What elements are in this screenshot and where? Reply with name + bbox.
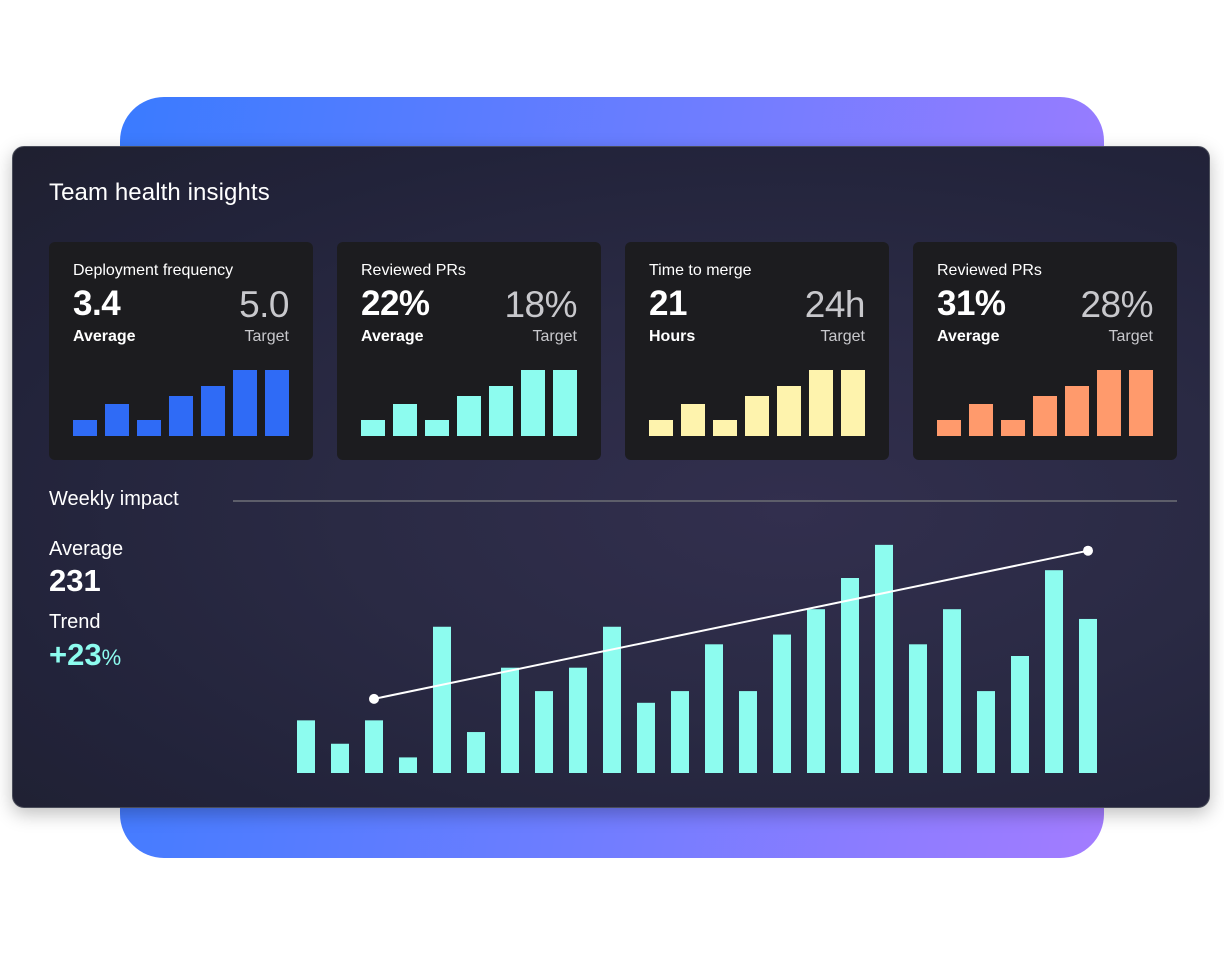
mini-bar bbox=[265, 370, 289, 436]
impact-bar bbox=[569, 667, 587, 773]
card-unit: Average bbox=[73, 328, 136, 345]
card-target-value: 18% bbox=[504, 284, 577, 325]
mini-bar-chart bbox=[649, 360, 865, 436]
trend-endpoint bbox=[1083, 545, 1093, 556]
mini-bar bbox=[937, 420, 961, 436]
impact-bar bbox=[671, 691, 689, 773]
card-unit: Hours bbox=[649, 328, 696, 345]
card-target-value: 28% bbox=[1080, 284, 1153, 325]
card-target-label: Target bbox=[532, 328, 577, 345]
mini-bar bbox=[777, 386, 801, 436]
trend-value: +23% bbox=[49, 637, 121, 673]
impact-bar bbox=[773, 634, 791, 773]
card-target-label: Target bbox=[820, 328, 865, 345]
trend-unit: % bbox=[101, 645, 122, 670]
mini-bar bbox=[137, 420, 161, 436]
impact-bar bbox=[841, 578, 859, 773]
card-target-label: Target bbox=[1108, 328, 1153, 345]
mini-bar bbox=[169, 396, 193, 436]
mini-bar bbox=[969, 404, 993, 436]
mini-bar bbox=[1129, 370, 1153, 436]
card-target-label: Target bbox=[244, 328, 289, 345]
impact-bar bbox=[807, 609, 825, 773]
mini-bar bbox=[73, 420, 97, 436]
impact-bar bbox=[467, 732, 485, 773]
mini-bar bbox=[745, 396, 769, 436]
mini-bar bbox=[713, 420, 737, 436]
impact-bar bbox=[603, 626, 621, 773]
card-unit: Average bbox=[937, 328, 1000, 345]
metric-card-deployment-frequency[interactable]: Deployment frequency 3.4 Average 5.0 Tar… bbox=[49, 242, 313, 460]
card-label: Deployment frequency bbox=[73, 262, 234, 279]
impact-bar bbox=[331, 743, 349, 773]
mini-bar bbox=[649, 420, 673, 436]
mini-bar bbox=[489, 386, 513, 436]
mini-bar bbox=[1097, 370, 1121, 436]
mini-bar bbox=[1001, 420, 1025, 436]
average-label: Average bbox=[49, 538, 124, 560]
impact-bar bbox=[1045, 570, 1063, 773]
impact-bar bbox=[977, 691, 995, 773]
panel-title: Team health insights bbox=[49, 179, 270, 206]
card-value: 22% bbox=[361, 284, 430, 323]
impact-bar bbox=[943, 609, 961, 773]
trend-label: Trend bbox=[49, 611, 101, 633]
card-unit: Average bbox=[361, 328, 424, 345]
mini-bar bbox=[457, 396, 481, 436]
impact-bar bbox=[501, 667, 519, 773]
card-value: 21 bbox=[649, 284, 687, 323]
mini-bar bbox=[233, 370, 257, 436]
mini-bar bbox=[809, 370, 833, 436]
weekly-impact-title: Weekly impact bbox=[49, 488, 179, 510]
divider bbox=[233, 500, 1177, 502]
impact-bar bbox=[1079, 618, 1097, 773]
trend-number: +23 bbox=[49, 637, 102, 672]
card-label: Reviewed PRs bbox=[937, 262, 1042, 279]
mini-bar bbox=[201, 386, 225, 436]
mini-bar bbox=[553, 370, 577, 436]
card-value: 31% bbox=[937, 284, 1006, 323]
impact-bar bbox=[909, 644, 927, 773]
impact-bar bbox=[535, 691, 553, 773]
trend-line bbox=[373, 549, 1089, 700]
metric-card-reviewed-prs-2[interactable]: Reviewed PRs 31% Average 28% Target bbox=[913, 242, 1177, 460]
metric-card-reviewed-prs[interactable]: Reviewed PRs 22% Average 18% Target bbox=[337, 242, 601, 460]
mini-bar-chart bbox=[937, 360, 1153, 436]
card-label: Reviewed PRs bbox=[361, 262, 466, 279]
mini-bar bbox=[841, 370, 865, 436]
mini-bar bbox=[1065, 386, 1089, 436]
card-target-value: 24h bbox=[804, 284, 866, 325]
card-value: 3.4 bbox=[73, 284, 121, 323]
trend-endpoint bbox=[369, 693, 379, 704]
card-label: Time to merge bbox=[649, 262, 752, 279]
impact-bar bbox=[1011, 656, 1029, 773]
average-value: 231 bbox=[49, 563, 101, 598]
mini-bar-chart bbox=[361, 360, 577, 436]
card-target-value: 5.0 bbox=[239, 284, 289, 325]
impact-bar bbox=[365, 720, 383, 773]
weekly-impact-chart bbox=[297, 544, 1097, 773]
mini-bar-chart bbox=[73, 360, 289, 436]
impact-bar bbox=[433, 626, 451, 773]
mini-bar bbox=[681, 404, 705, 436]
impact-bar bbox=[637, 702, 655, 773]
metric-card-time-to-merge[interactable]: Time to merge 21 Hours 24h Target bbox=[625, 242, 889, 460]
impact-bar bbox=[875, 544, 893, 773]
mini-bar bbox=[521, 370, 545, 436]
mini-bar bbox=[1033, 396, 1057, 436]
impact-bar bbox=[739, 691, 757, 773]
impact-bar bbox=[705, 644, 723, 773]
mini-bar bbox=[393, 404, 417, 436]
mini-bar bbox=[425, 420, 449, 436]
impact-bar bbox=[297, 720, 315, 773]
impact-bar bbox=[399, 757, 417, 773]
mini-bar bbox=[361, 420, 385, 436]
team-health-panel: Team health insights Deployment frequenc… bbox=[12, 146, 1210, 808]
mini-bar bbox=[105, 404, 129, 436]
